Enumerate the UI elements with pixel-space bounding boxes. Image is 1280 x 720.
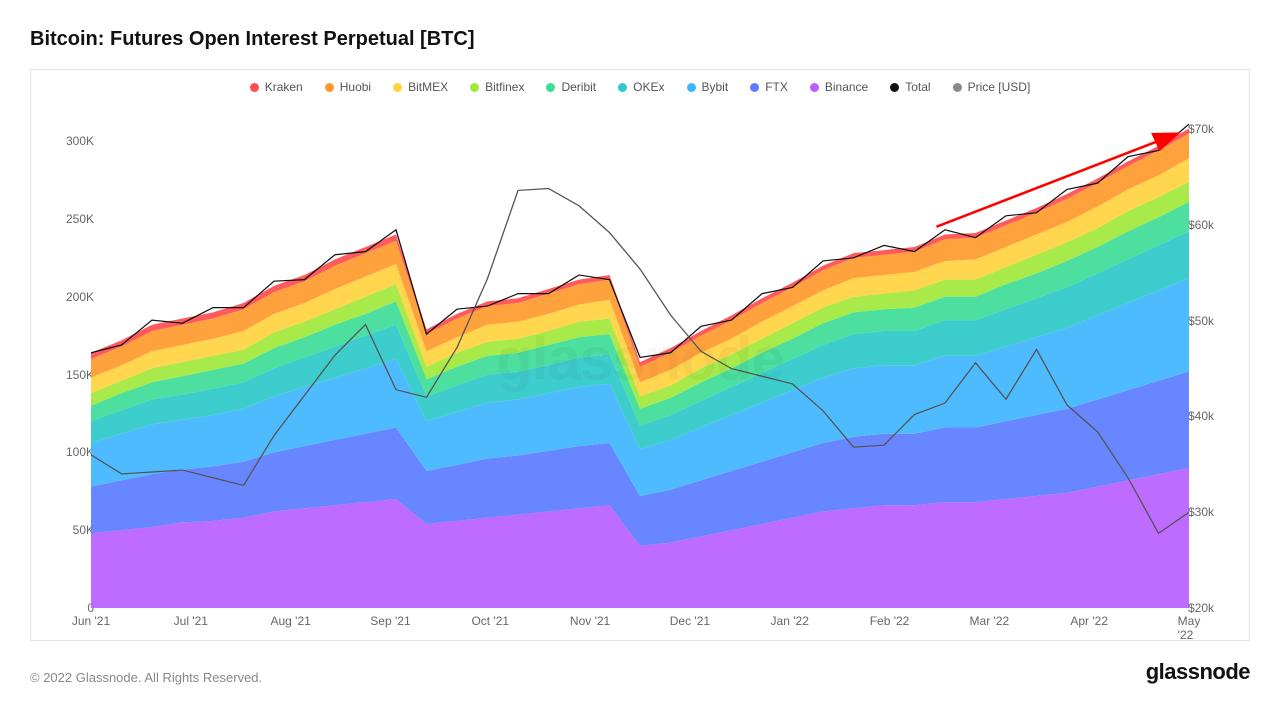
legend-dot bbox=[953, 83, 962, 92]
brand-logo: glassnode bbox=[1146, 659, 1250, 685]
legend-label: Kraken bbox=[265, 80, 303, 94]
chart-title: Bitcoin: Futures Open Interest Perpetual… bbox=[30, 28, 1250, 51]
x-tick: May '22 bbox=[1178, 614, 1201, 642]
x-tick: Dec '21 bbox=[670, 614, 710, 628]
y-left-tick: 0 bbox=[39, 601, 94, 615]
x-tick: Sep '21 bbox=[370, 614, 410, 628]
x-tick: Jan '22 bbox=[771, 614, 809, 628]
legend-dot bbox=[470, 83, 479, 92]
legend-dot bbox=[325, 83, 334, 92]
y-right-tick: $50k bbox=[1188, 314, 1243, 328]
legend-dot bbox=[890, 83, 899, 92]
x-tick: Jun '21 bbox=[72, 614, 110, 628]
legend-dot bbox=[393, 83, 402, 92]
y-right-tick: $20k bbox=[1188, 601, 1243, 615]
x-tick: Feb '22 bbox=[870, 614, 910, 628]
legend-dot bbox=[687, 83, 696, 92]
copyright-text: © 2022 Glassnode. All Rights Reserved. bbox=[30, 670, 262, 685]
legend-label: FTX bbox=[765, 80, 788, 94]
legend-label: OKEx bbox=[633, 80, 664, 94]
legend-dot bbox=[810, 83, 819, 92]
legend-dot bbox=[546, 83, 555, 92]
legend-label: Huobi bbox=[340, 80, 371, 94]
legend-item[interactable]: FTX bbox=[750, 80, 788, 94]
legend-item[interactable]: OKEx bbox=[618, 80, 664, 94]
legend-item[interactable]: Price [USD] bbox=[953, 80, 1031, 94]
y-right-tick: $30k bbox=[1188, 505, 1243, 519]
y-left-tick: 150K bbox=[39, 368, 94, 382]
x-tick: Jul '21 bbox=[174, 614, 208, 628]
y-left-tick: 100K bbox=[39, 445, 94, 459]
legend-label: Total bbox=[905, 80, 930, 94]
y-left-tick: 50K bbox=[39, 523, 94, 537]
x-tick: Mar '22 bbox=[970, 614, 1010, 628]
legend-item[interactable]: BitMEX bbox=[393, 80, 448, 94]
y-right-tick: $70k bbox=[1188, 122, 1243, 136]
legend-item[interactable]: Binance bbox=[810, 80, 868, 94]
legend-item[interactable]: Bitfinex bbox=[470, 80, 524, 94]
x-axis: Jun '21Jul '21Aug '21Sep '21Oct '21Nov '… bbox=[91, 614, 1189, 632]
legend-dot bbox=[250, 83, 259, 92]
legend-label: BitMEX bbox=[408, 80, 448, 94]
legend-item[interactable]: Huobi bbox=[325, 80, 371, 94]
legend-label: Price [USD] bbox=[968, 80, 1031, 94]
legend-item[interactable]: Deribit bbox=[546, 80, 596, 94]
x-tick: Aug '21 bbox=[270, 614, 310, 628]
legend-label: Binance bbox=[825, 80, 868, 94]
legend-label: Bitfinex bbox=[485, 80, 524, 94]
chart-container: Kraken Huobi BitMEX Bitfinex Deribit OKEx Bybi… bbox=[30, 69, 1250, 641]
legend-label: Deribit bbox=[561, 80, 596, 94]
y-left-tick: 300K bbox=[39, 134, 94, 148]
y-left-tick: 200K bbox=[39, 290, 94, 304]
y-right-tick: $60k bbox=[1188, 218, 1243, 232]
x-tick: Nov '21 bbox=[570, 614, 610, 628]
legend-item[interactable]: Kraken bbox=[250, 80, 303, 94]
legend-label: Bybit bbox=[702, 80, 729, 94]
x-tick: Apr '22 bbox=[1070, 614, 1108, 628]
y-axis-left: 050K100K150K200K250K300K bbox=[39, 110, 94, 608]
y-axis-right: $20k$30k$40k$50k$60k$70k bbox=[1188, 110, 1243, 608]
legend-item[interactable]: Total bbox=[890, 80, 930, 94]
y-left-tick: 250K bbox=[39, 212, 94, 226]
legend-row: Kraken Huobi BitMEX Bitfinex Deribit OKEx Bybi… bbox=[31, 70, 1249, 98]
x-tick: Oct '21 bbox=[471, 614, 509, 628]
legend-dot bbox=[750, 83, 759, 92]
plot-area: glassnode bbox=[91, 110, 1189, 608]
plot-svg bbox=[91, 110, 1189, 608]
legend-dot bbox=[618, 83, 627, 92]
y-right-tick: $40k bbox=[1188, 409, 1243, 423]
legend-item[interactable]: Bybit bbox=[687, 80, 729, 94]
